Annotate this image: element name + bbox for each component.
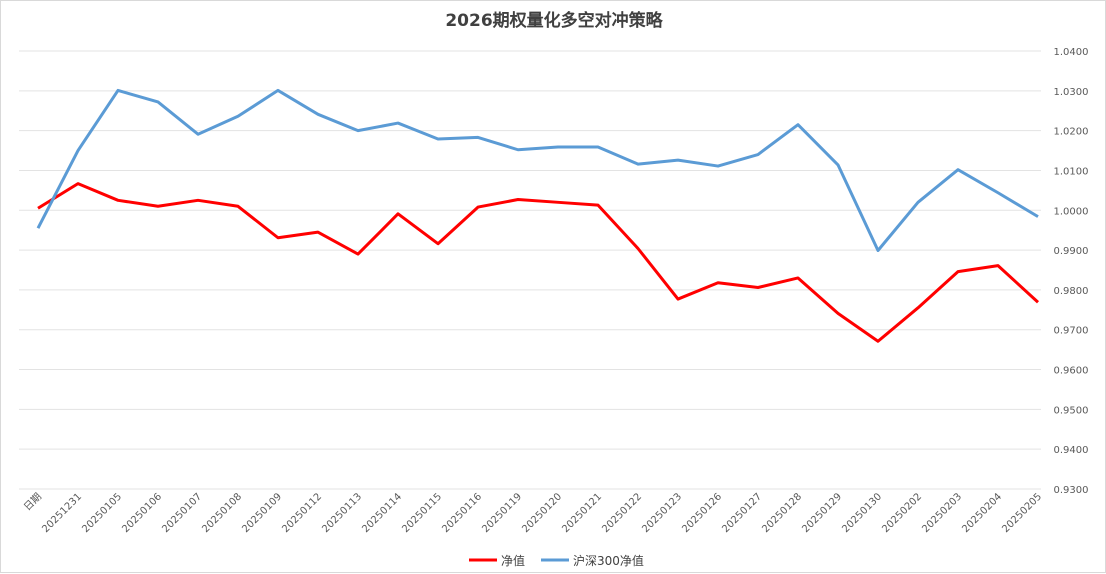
x-tick-label: 20250115 bbox=[400, 491, 444, 535]
x-tick-label: 20250203 bbox=[920, 491, 964, 535]
data-point bbox=[357, 253, 360, 256]
y-tick-label: 0.9700 bbox=[1054, 326, 1089, 337]
x-tick-label: 20250122 bbox=[600, 491, 644, 535]
data-point bbox=[637, 247, 640, 250]
data-point bbox=[757, 153, 760, 156]
data-point bbox=[957, 270, 960, 273]
x-tick-label: 20250123 bbox=[640, 491, 684, 535]
x-tick-label: 20250107 bbox=[160, 491, 204, 535]
data-point bbox=[637, 163, 640, 166]
y-tick-label: 1.0000 bbox=[1054, 206, 1089, 217]
data-point bbox=[877, 340, 880, 343]
data-point bbox=[277, 236, 280, 239]
x-tick-label: 20250108 bbox=[200, 491, 244, 535]
legend-label-hs300: 沪深300净值 bbox=[573, 553, 644, 568]
data-point bbox=[997, 191, 1000, 194]
data-point bbox=[997, 264, 1000, 267]
x-tick-label: 日期 bbox=[21, 491, 44, 514]
data-point bbox=[77, 182, 80, 185]
data-point bbox=[157, 100, 160, 103]
x-tick-label: 20250105 bbox=[80, 491, 124, 535]
x-tick-label: 20250113 bbox=[320, 491, 364, 535]
data-point bbox=[1037, 215, 1040, 218]
x-tick-label: 20250129 bbox=[800, 491, 844, 535]
data-point bbox=[77, 149, 80, 152]
x-tick-label: 20250205 bbox=[1000, 491, 1044, 535]
x-tick-label: 20251231 bbox=[40, 491, 84, 535]
data-point bbox=[317, 231, 320, 234]
x-tick-label: 20250119 bbox=[480, 491, 524, 535]
data-point bbox=[197, 199, 200, 202]
data-point bbox=[477, 206, 480, 209]
data-point bbox=[797, 123, 800, 126]
data-point bbox=[717, 281, 720, 284]
data-point bbox=[237, 205, 240, 208]
data-point bbox=[517, 148, 520, 151]
series-line-net-value bbox=[37, 182, 1040, 343]
y-tick-label: 1.0400 bbox=[1054, 47, 1089, 58]
y-tick-label: 0.9600 bbox=[1054, 366, 1089, 377]
data-point bbox=[37, 207, 40, 210]
data-point bbox=[277, 89, 280, 92]
data-point bbox=[477, 136, 480, 139]
x-tick-label: 20250126 bbox=[680, 491, 724, 535]
x-tick-label: 20250130 bbox=[840, 491, 884, 535]
data-point bbox=[357, 129, 360, 132]
data-point bbox=[37, 227, 40, 230]
data-point bbox=[117, 199, 120, 202]
y-tick-label: 1.0200 bbox=[1054, 127, 1089, 138]
y-tick-label: 0.9900 bbox=[1054, 246, 1089, 257]
data-point bbox=[237, 115, 240, 118]
x-tick-label: 20250116 bbox=[440, 491, 484, 535]
x-tick-label: 20250202 bbox=[880, 491, 924, 535]
data-point bbox=[957, 168, 960, 171]
data-point bbox=[837, 163, 840, 166]
data-point bbox=[677, 298, 680, 301]
x-tick-label: 20250106 bbox=[120, 491, 164, 535]
data-point bbox=[837, 312, 840, 315]
x-tick-label: 20250121 bbox=[560, 491, 604, 535]
data-point bbox=[797, 276, 800, 279]
data-point bbox=[917, 201, 920, 204]
x-tick-label: 20250204 bbox=[960, 491, 1004, 535]
legend-label-net-value: 净值 bbox=[501, 553, 525, 568]
data-point bbox=[917, 306, 920, 309]
data-point bbox=[717, 165, 720, 168]
y-tick-label: 1.0300 bbox=[1054, 87, 1089, 98]
x-tick-label: 20250127 bbox=[720, 491, 764, 535]
y-tick-label: 0.9800 bbox=[1054, 286, 1089, 297]
x-tick-label: 20250120 bbox=[520, 491, 564, 535]
x-tick-label: 20250112 bbox=[280, 491, 324, 535]
data-point bbox=[397, 122, 400, 125]
data-point bbox=[157, 205, 160, 208]
legend: 净值 沪深300净值 bbox=[469, 553, 644, 568]
data-point bbox=[597, 145, 600, 148]
y-tick-label: 0.9300 bbox=[1054, 485, 1089, 496]
y-tick-label: 1.0100 bbox=[1054, 166, 1089, 177]
data-point bbox=[1037, 301, 1040, 304]
y-tick-label: 0.9500 bbox=[1054, 405, 1089, 416]
data-point bbox=[517, 198, 520, 201]
data-point bbox=[597, 204, 600, 207]
y-tick-label: 0.9400 bbox=[1054, 445, 1089, 456]
series-line-hs300 bbox=[36, 88, 1039, 252]
data-point bbox=[317, 113, 320, 116]
data-point bbox=[677, 159, 680, 162]
data-point bbox=[557, 201, 560, 204]
data-point bbox=[557, 145, 560, 148]
data-point bbox=[197, 133, 200, 136]
x-tick-label: 20250128 bbox=[760, 491, 804, 535]
data-point bbox=[117, 89, 120, 92]
data-point bbox=[757, 286, 760, 289]
chart-title: 2026期权量化多空对冲策略 bbox=[445, 10, 663, 31]
x-tick-label: 20250114 bbox=[360, 491, 404, 535]
data-point bbox=[397, 212, 400, 215]
data-point bbox=[437, 137, 440, 140]
data-point bbox=[877, 249, 880, 252]
x-tick-label: 20250109 bbox=[240, 491, 284, 535]
data-point bbox=[437, 242, 440, 245]
